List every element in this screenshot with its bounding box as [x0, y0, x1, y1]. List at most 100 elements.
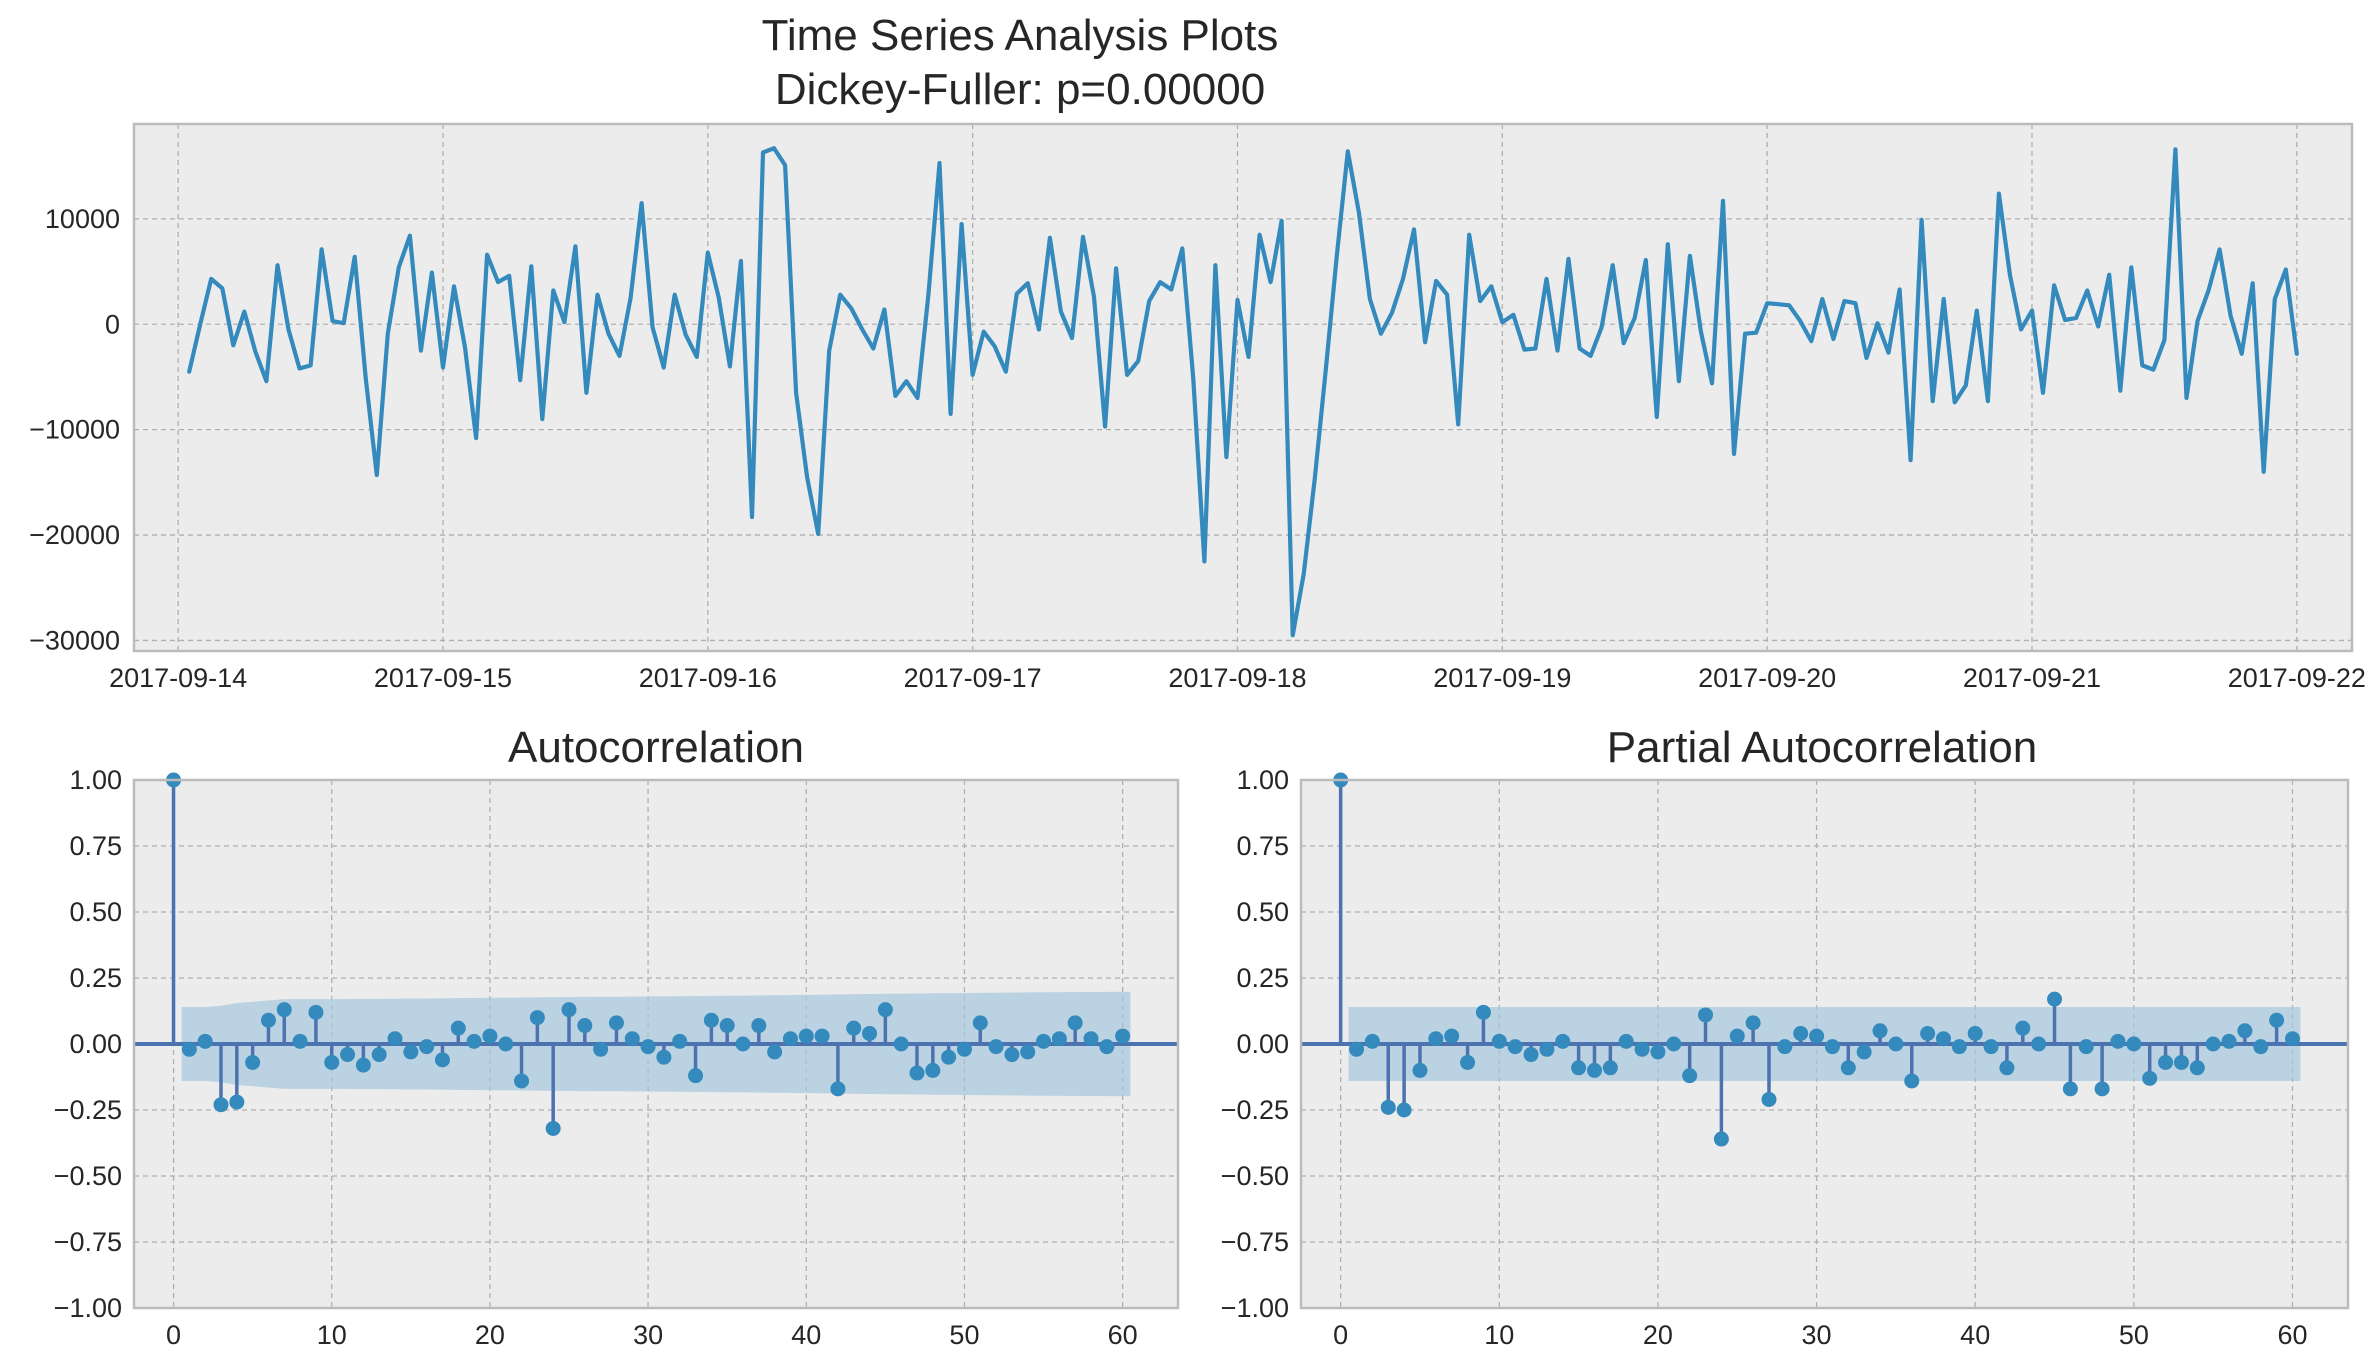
ts-ytick-label: −20000: [29, 520, 120, 550]
pacf-marker: [1428, 1031, 1444, 1047]
pacf-marker: [2253, 1039, 2269, 1055]
acf-marker: [1115, 1028, 1131, 1044]
pacf-marker: [1666, 1036, 1682, 1052]
suptitle-line2: Dickey-Fuller: p=0.00000: [775, 65, 1265, 114]
pacf-marker: [1555, 1033, 1571, 1049]
timeseries-plot: 10000 0 −10000 −20000 −30000 2017-09-14 2017-0…: [29, 122, 2366, 693]
acf-marker: [909, 1065, 925, 1081]
pacf-marker: [1460, 1054, 1476, 1070]
ts-xtick-label: 2017-09-16: [639, 663, 777, 693]
pacf-marker: [1539, 1041, 1555, 1057]
pacf-marker: [1840, 1060, 1856, 1076]
acf-marker: [1099, 1039, 1115, 1055]
acf-marker: [260, 1012, 276, 1028]
acf-marker: [593, 1041, 609, 1057]
pacf-marker: [2221, 1033, 2237, 1049]
acf-xtick-label: 50: [949, 1320, 979, 1350]
pacf-ytick-label: −1.00: [1221, 1293, 1289, 1323]
acf-marker: [608, 1015, 624, 1031]
pacf-marker: [1999, 1060, 2015, 1076]
pacf-marker: [2047, 991, 2063, 1007]
acf-marker: [1067, 1015, 1083, 1031]
pacf-marker: [1507, 1039, 1523, 1055]
acf-axes-frame: [132, 778, 1180, 1310]
acf-marker: [877, 1002, 893, 1018]
pacf-marker: [2126, 1036, 2142, 1052]
pacf-marker: [1396, 1102, 1412, 1118]
acf-marker: [972, 1015, 988, 1031]
pacf-marker: [1475, 1004, 1491, 1020]
pacf-ytick-label: 0.25: [1236, 963, 1289, 993]
pacf-xtick-label: 10: [1484, 1320, 1514, 1350]
acf-marker: [893, 1036, 909, 1052]
acf-marker: [419, 1039, 435, 1055]
acf-ytick-label: 0.50: [69, 897, 122, 927]
pacf-axes-frame: [1299, 778, 2350, 1310]
pacf-marker: [2094, 1081, 2110, 1097]
acf-ytick-label: 0.75: [69, 831, 122, 861]
ts-ytick-label: −30000: [29, 625, 120, 655]
acf-marker: [735, 1036, 751, 1052]
ts-xtick-label: 2017-09-21: [1963, 663, 2101, 693]
pacf-marker: [1650, 1044, 1666, 1060]
pacf-ytick-label: 0.75: [1236, 831, 1289, 861]
pacf-ytick-label: −0.75: [1221, 1227, 1289, 1257]
pacf-marker: [2173, 1054, 2189, 1070]
acf-xtick-label: 40: [791, 1320, 821, 1350]
pacf-ytick-label: −0.50: [1221, 1161, 1289, 1191]
pacf-marker: [1777, 1039, 1793, 1055]
acf-marker: [798, 1028, 814, 1044]
pacf-xtick-label: 40: [1960, 1320, 1990, 1350]
acf-marker: [1083, 1031, 1099, 1047]
pacf-marker: [1904, 1073, 1920, 1089]
pacf-ytick-label: 0.00: [1236, 1029, 1289, 1059]
pacf-marker: [1349, 1041, 1365, 1057]
pacf-marker: [1967, 1025, 1983, 1041]
acf-ytick-label: 0.25: [69, 963, 122, 993]
acf-marker: [514, 1073, 530, 1089]
acf-ytick-label: −1.00: [54, 1293, 122, 1323]
acf-plot: 1.00 0.75 0.50 0.25 0.00 −0.25 −0.50 −0.75 −1.00…: [54, 765, 1180, 1350]
acf-marker: [577, 1018, 593, 1034]
pacf-marker: [2284, 1031, 2300, 1047]
pacf-marker: [1571, 1060, 1587, 1076]
pacf-marker: [2062, 1081, 2078, 1097]
pacf-marker: [1935, 1031, 1951, 1047]
acf-marker: [719, 1018, 735, 1034]
pacf-marker: [1745, 1015, 1761, 1031]
acf-marker: [355, 1057, 371, 1073]
acf-marker: [1051, 1031, 1067, 1047]
pacf-marker: [1761, 1091, 1777, 1107]
acf-marker: [767, 1044, 783, 1060]
pacf-marker: [1682, 1068, 1698, 1084]
pacf-marker: [1824, 1039, 1840, 1055]
acf-marker: [814, 1028, 830, 1044]
pacf-title: Partial Autocorrelation: [1607, 723, 2037, 772]
pacf-marker: [1586, 1062, 1602, 1078]
ts-xtick-label: 2017-09-22: [2228, 663, 2366, 693]
acf-marker: [308, 1004, 324, 1020]
acf-title: Autocorrelation: [508, 723, 804, 772]
acf-ytick-label: 1.00: [69, 765, 122, 795]
acf-marker: [276, 1002, 292, 1018]
acf-marker: [213, 1097, 229, 1113]
pacf-marker: [1523, 1047, 1539, 1063]
acf-marker: [561, 1002, 577, 1018]
pacf-marker: [2031, 1036, 2047, 1052]
pacf-marker: [1856, 1044, 1872, 1060]
pacf-marker: [1444, 1028, 1460, 1044]
pacf-marker: [1713, 1131, 1729, 1147]
acf-xtick-label: 20: [475, 1320, 505, 1350]
ts-ytick-label: 10000: [45, 204, 120, 234]
pacf-marker: [1729, 1028, 1745, 1044]
acf-marker: [688, 1068, 704, 1084]
pacf-xtick-label: 50: [2119, 1320, 2149, 1350]
pacf-marker: [1698, 1007, 1714, 1023]
pacf-xtick-label: 30: [1802, 1320, 1832, 1350]
pacf-marker: [1618, 1033, 1634, 1049]
acf-marker: [545, 1120, 561, 1136]
pacf-marker: [2205, 1036, 2221, 1052]
acf-marker: [640, 1039, 656, 1055]
ts-xtick-label: 2017-09-15: [374, 663, 512, 693]
